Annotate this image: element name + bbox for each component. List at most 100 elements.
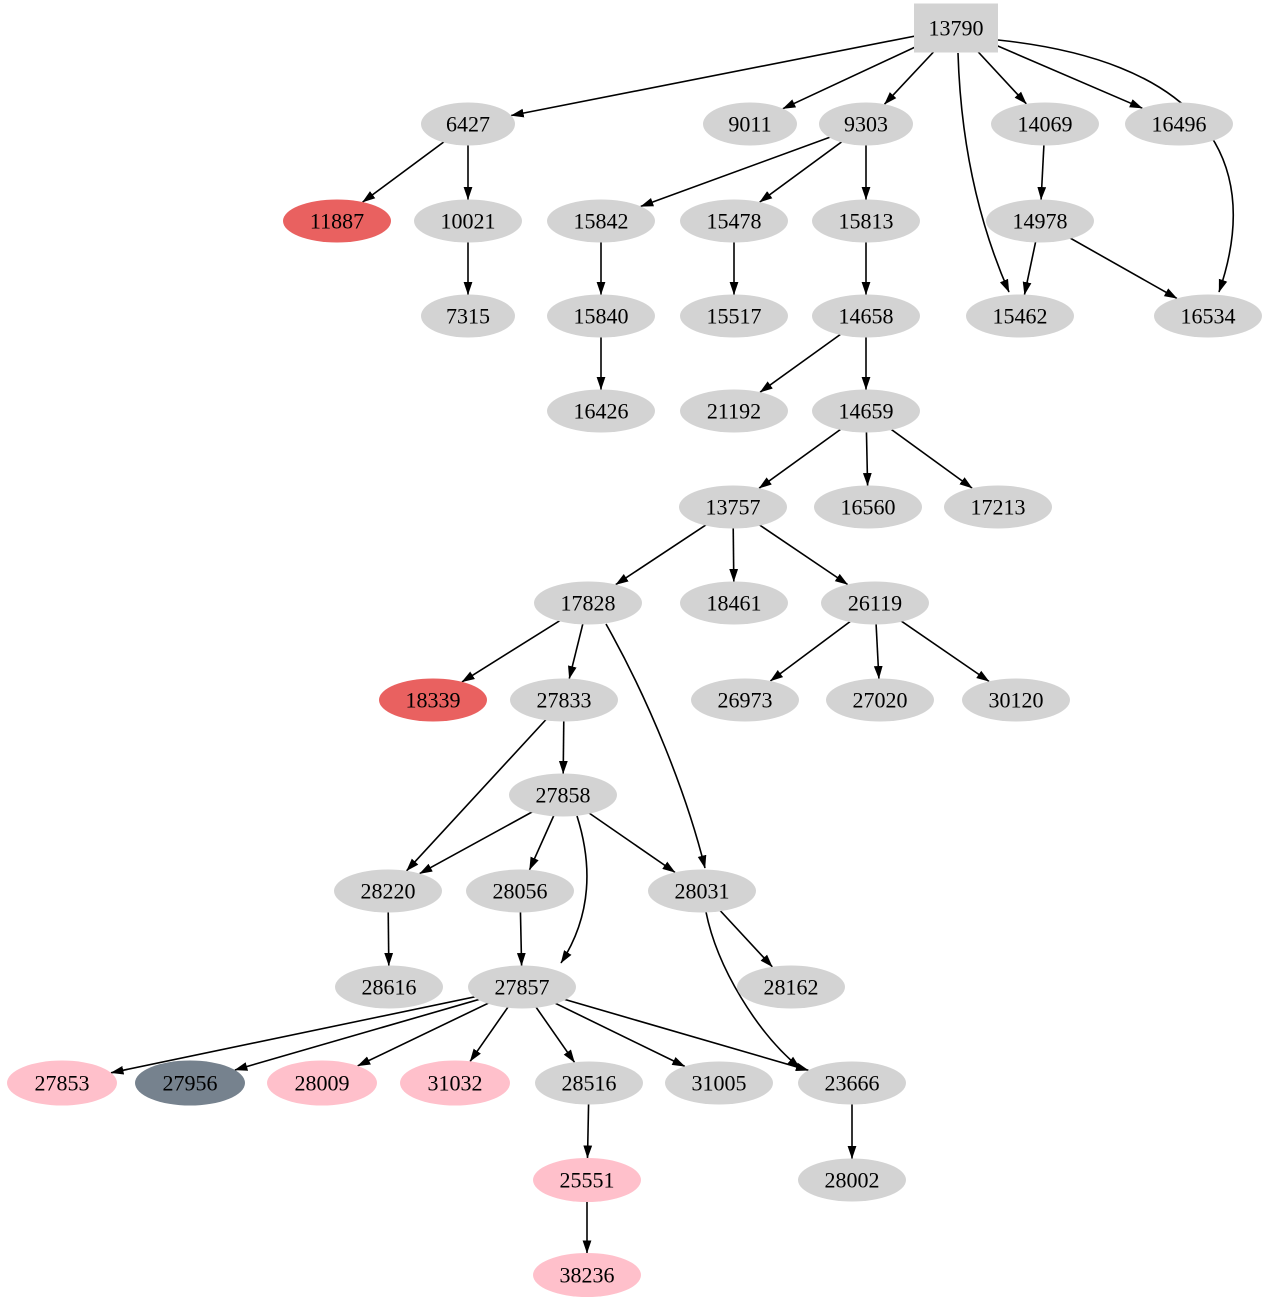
node-label-15842: 15842 bbox=[574, 209, 629, 234]
edge-28031-23666 bbox=[705, 911, 801, 1069]
node-label-27857: 27857 bbox=[495, 975, 550, 1000]
node-15517: 15517 bbox=[680, 294, 788, 338]
node-label-6427: 6427 bbox=[446, 112, 490, 137]
node-27833: 27833 bbox=[510, 678, 618, 722]
node-27858: 27858 bbox=[509, 773, 617, 817]
node-label-28220: 28220 bbox=[361, 879, 416, 904]
node-ellipse-15462 bbox=[966, 294, 1074, 338]
node-21192: 21192 bbox=[680, 389, 788, 433]
node-30120: 30120 bbox=[962, 678, 1070, 722]
node-31005: 31005 bbox=[665, 1061, 773, 1105]
node-label-31005: 31005 bbox=[692, 1071, 747, 1096]
node-ellipse-14978 bbox=[986, 199, 1094, 243]
node-label-28056: 28056 bbox=[493, 879, 548, 904]
node-14978: 14978 bbox=[986, 199, 1094, 243]
node-10021: 10021 bbox=[414, 199, 522, 243]
node-label-27833: 27833 bbox=[537, 688, 592, 713]
node-label-27858: 27858 bbox=[536, 783, 591, 808]
node-label-9011: 9011 bbox=[728, 112, 771, 137]
node-label-15840: 15840 bbox=[574, 304, 629, 329]
node-ellipse-26119 bbox=[821, 581, 929, 625]
node-ellipse-16426 bbox=[547, 389, 655, 433]
node-27956: 27956 bbox=[135, 1060, 245, 1106]
node-label-18339: 18339 bbox=[406, 688, 461, 713]
node-ellipse-16496 bbox=[1125, 102, 1233, 146]
node-7315: 7315 bbox=[421, 294, 515, 338]
node-ellipse-27853 bbox=[7, 1060, 117, 1106]
node-15813: 15813 bbox=[812, 199, 920, 243]
edge-9303-15842 bbox=[640, 123, 867, 208]
edge-27858-27857 bbox=[560, 815, 588, 964]
node-ellipse-15813 bbox=[812, 199, 920, 243]
node-13790: 13790 bbox=[914, 3, 998, 53]
node-layer: 13790 6427 9011 9303 14069 16496 11887 10021 158… bbox=[7, 3, 1262, 1297]
node-14658: 14658 bbox=[812, 294, 920, 338]
node-31032: 31032 bbox=[400, 1060, 510, 1106]
node-ellipse-9011 bbox=[703, 102, 797, 146]
node-label-28031: 28031 bbox=[675, 879, 730, 904]
node-25551: 25551 bbox=[533, 1158, 641, 1202]
node-27857: 27857 bbox=[468, 965, 576, 1009]
node-11887: 11887 bbox=[283, 199, 391, 243]
node-13757: 13757 bbox=[679, 485, 787, 529]
node-label-18461: 18461 bbox=[707, 591, 762, 616]
node-15478: 15478 bbox=[680, 199, 788, 243]
node-17828: 17828 bbox=[534, 581, 642, 625]
node-ellipse-26973 bbox=[691, 678, 799, 722]
node-label-26973: 26973 bbox=[718, 688, 773, 713]
node-16426: 16426 bbox=[547, 389, 655, 433]
edge-27833-28220 bbox=[406, 699, 565, 872]
node-label-28162: 28162 bbox=[764, 975, 819, 1000]
edge-17828-28031 bbox=[605, 623, 707, 869]
node-27853: 27853 bbox=[7, 1060, 117, 1106]
node-label-14069: 14069 bbox=[1018, 112, 1073, 137]
node-label-16426: 16426 bbox=[574, 399, 629, 424]
node-label-11887: 11887 bbox=[310, 209, 364, 234]
node-ellipse-28516 bbox=[535, 1061, 643, 1105]
node-ellipse-11887 bbox=[283, 199, 391, 243]
node-28009: 28009 bbox=[267, 1060, 377, 1106]
node-label-27020: 27020 bbox=[853, 688, 908, 713]
node-ellipse-28616 bbox=[335, 965, 443, 1009]
node-26973: 26973 bbox=[691, 678, 799, 722]
node-ellipse-28220 bbox=[334, 869, 442, 913]
node-17213: 17213 bbox=[944, 485, 1052, 529]
node-label-17213: 17213 bbox=[971, 495, 1026, 520]
node-ellipse-10021 bbox=[414, 199, 522, 243]
node-28220: 28220 bbox=[334, 869, 442, 913]
node-label-15462: 15462 bbox=[993, 304, 1048, 329]
node-ellipse-18339 bbox=[379, 678, 487, 722]
node-label-15478: 15478 bbox=[707, 209, 762, 234]
node-14659: 14659 bbox=[812, 389, 920, 433]
node-label-14978: 14978 bbox=[1013, 209, 1068, 234]
node-label-21192: 21192 bbox=[707, 399, 761, 424]
node-ellipse-14069 bbox=[991, 102, 1099, 146]
node-ellipse-14659 bbox=[812, 389, 920, 433]
node-15462: 15462 bbox=[966, 294, 1074, 338]
node-ellipse-23666 bbox=[798, 1061, 906, 1105]
node-label-10021: 10021 bbox=[441, 209, 496, 234]
node-label-27853: 27853 bbox=[35, 1071, 90, 1096]
edge-27857-27956 bbox=[234, 986, 523, 1071]
node-15840: 15840 bbox=[547, 294, 655, 338]
node-28516: 28516 bbox=[535, 1061, 643, 1105]
node-16534: 16534 bbox=[1154, 294, 1262, 338]
node-ellipse-27020 bbox=[826, 678, 934, 722]
node-label-14659: 14659 bbox=[839, 399, 894, 424]
node-label-13757: 13757 bbox=[706, 495, 761, 520]
node-label-27956: 27956 bbox=[163, 1071, 218, 1096]
node-16560: 16560 bbox=[814, 485, 922, 529]
node-ellipse-15478 bbox=[680, 199, 788, 243]
node-26119: 26119 bbox=[821, 581, 929, 625]
node-label-38236: 38236 bbox=[560, 1263, 615, 1288]
node-ellipse-9303 bbox=[819, 102, 913, 146]
node-ellipse-38236 bbox=[533, 1253, 641, 1297]
node-label-16534: 16534 bbox=[1181, 304, 1236, 329]
node-16496: 16496 bbox=[1125, 102, 1233, 146]
node-label-28009: 28009 bbox=[295, 1071, 350, 1096]
node-label-7315: 7315 bbox=[446, 304, 490, 329]
node-label-25551: 25551 bbox=[560, 1168, 615, 1193]
node-label-31032: 31032 bbox=[428, 1071, 483, 1096]
node-ellipse-28162 bbox=[737, 965, 845, 1009]
node-label-23666: 23666 bbox=[825, 1071, 880, 1096]
